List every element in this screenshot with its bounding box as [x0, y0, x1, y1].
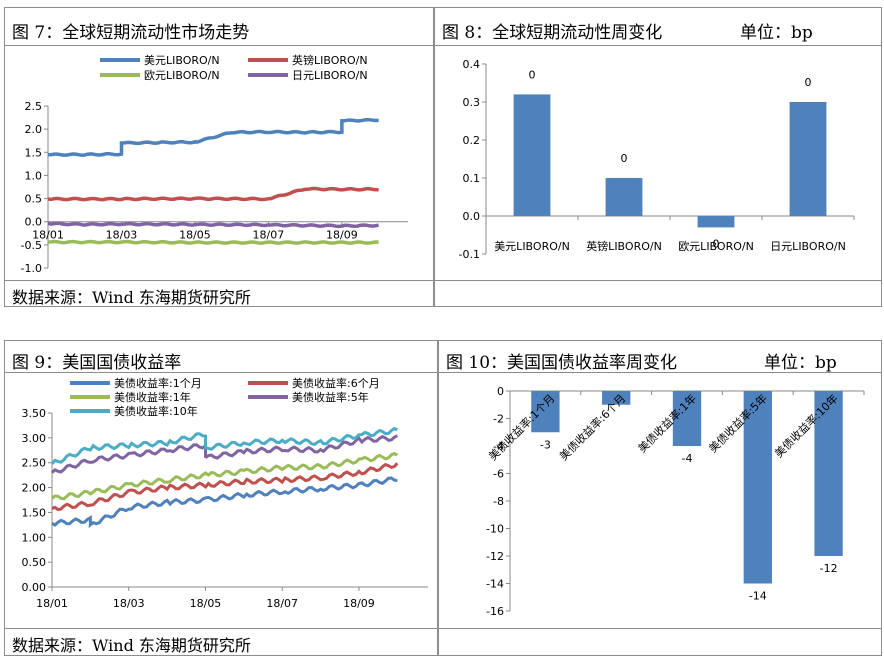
fig8-title: 图 8：全球短期流动性周变化: [442, 23, 663, 43]
y-tick-label: 0.2: [463, 134, 481, 147]
y-tick-label: 2.0: [25, 123, 43, 136]
bar: [513, 94, 551, 216]
fig8-chart: -0.1 0.0 0.1 0.2 0.3 0.4 0 美元LIBORO/N 0 英镑LIBORO/…: [459, 58, 855, 261]
data-source-top: 数据来源：Wind 东海期货研究所: [12, 288, 251, 307]
bar: [789, 102, 827, 216]
series-line: [47, 221, 379, 229]
series-line: [47, 186, 379, 202]
fig7-chart: -1.0 -0.5 0.0 0.5 1.0 1.5 2.0 2.5 18/01 18/03 18/0…: [21, 53, 408, 275]
x-tick-label: 18/01: [36, 597, 68, 610]
y-tick-label: 0: [497, 385, 504, 398]
category-label: 欧元LIBORO/N: [678, 240, 754, 253]
legend-label: 日元LIBORO/N: [292, 69, 368, 82]
fig10-unit: 单位：bp: [764, 353, 837, 373]
data-label: 0: [529, 68, 536, 81]
x-tick-label: 18/07: [253, 229, 285, 242]
data-label: 0: [713, 237, 720, 250]
bar: [814, 391, 843, 556]
data-source-bottom: 数据来源：Wind 东海期货研究所: [12, 636, 251, 655]
panel-fig10: [438, 340, 882, 656]
title-divider-bottom: [4, 372, 882, 373]
y-tick-label: 2.5: [25, 100, 43, 113]
y-tick-label: 2.00: [22, 482, 47, 495]
y-tick-label: 2.50: [22, 457, 47, 470]
source-divider-bottom: [4, 628, 882, 629]
fig9-chart: 0.00 0.50 1.00 1.50 2.00 2.50 3.00 3.50 18/01 18/…: [22, 376, 428, 610]
bar: [697, 216, 735, 228]
y-tick-label: -2: [493, 413, 504, 426]
series-line: [47, 117, 379, 157]
fig10-title: 图 10：美国国债收益率周变化: [446, 353, 678, 373]
y-tick-label: 0.4: [463, 58, 481, 71]
category-label: 日元LIBORO/N: [770, 240, 846, 253]
data-label: -14: [749, 590, 767, 603]
category-label: 美债收益率:6个月: [556, 391, 628, 463]
y-tick-label: 1.5: [25, 146, 43, 159]
y-tick-label: 1.50: [22, 506, 47, 519]
legend-label: 美债收益率:5年: [292, 390, 369, 404]
x-tick-label: 18/03: [106, 229, 138, 242]
y-tick-label: 0.5: [25, 193, 43, 206]
y-tick-label: 3.50: [22, 407, 47, 420]
y-tick-label: -6: [493, 468, 504, 481]
y-tick-label: 3.00: [22, 432, 47, 445]
data-label: -3: [540, 438, 551, 451]
x-tick-label: 18/05: [179, 229, 211, 242]
x-tick-label: 18/09: [326, 229, 358, 242]
y-tick-label: -1.0: [21, 262, 42, 275]
legend-label: 英镑LIBORO/N: [292, 53, 368, 67]
y-tick-label: -14: [486, 578, 504, 591]
series-line: [51, 476, 398, 529]
category-label: 英镑LIBORO/N: [586, 239, 662, 253]
data-label: 0: [805, 76, 812, 89]
series-line: [50, 434, 398, 474]
data-label: -4: [682, 452, 693, 465]
category-label: 美元LIBORO/N: [494, 240, 570, 253]
y-tick-label: -16: [486, 605, 504, 618]
y-tick-label: 0.50: [22, 556, 47, 569]
x-tick-label: 18/01: [32, 229, 64, 242]
series-line: [51, 462, 399, 512]
panel-fig7: [4, 7, 434, 307]
y-tick-label: 0.3: [463, 96, 481, 109]
x-tick-label: 18/07: [266, 597, 298, 610]
y-tick-label: -12: [486, 550, 504, 563]
bar: [672, 391, 702, 446]
y-tick-label: -0.5: [21, 239, 42, 252]
bar: [743, 391, 772, 584]
bar: [605, 178, 643, 216]
bar: [531, 391, 560, 433]
fig7-title: 图 7：全球短期流动性市场走势: [12, 23, 250, 43]
y-tick-label: -10: [486, 523, 504, 536]
y-tick-label: 0.0: [463, 210, 481, 223]
series-line: [50, 426, 398, 465]
fig9-title: 图 9：美国国债收益率: [12, 353, 182, 373]
y-tick-label: 1.0: [25, 169, 43, 182]
x-tick-label: 18/09: [343, 597, 375, 610]
y-tick-label: 0.00: [22, 581, 47, 594]
y-tick-label: -4: [493, 440, 504, 453]
data-label: -12: [820, 562, 838, 575]
y-tick-label: 0.0: [25, 216, 43, 229]
legend-label: 美债收益率:1个月: [114, 376, 202, 390]
y-tick-label: -8: [493, 495, 504, 508]
data-label: 0: [621, 152, 628, 165]
bar: [602, 391, 631, 405]
legend-label: 欧元LIBORO/N: [144, 69, 220, 82]
legend-label: 美债收益率:10年: [114, 404, 198, 418]
series-line: [51, 451, 399, 501]
x-tick-label: 18/05: [190, 597, 222, 610]
legend-label: 美债收益率:1年: [114, 390, 191, 404]
y-tick-label: -0.1: [459, 248, 480, 261]
fig8-unit: 单位：bp: [740, 23, 813, 43]
series-line: [47, 239, 379, 245]
y-tick-label: 1.00: [22, 531, 47, 544]
title-divider-top: [4, 45, 882, 46]
source-divider-top: [4, 280, 882, 281]
x-tick-label: 18/03: [113, 597, 145, 610]
legend-label: 美债收益率:6个月: [292, 376, 380, 390]
legend-label: 美元LIBORO/N: [144, 54, 220, 67]
y-tick-label: 0.1: [463, 172, 481, 185]
